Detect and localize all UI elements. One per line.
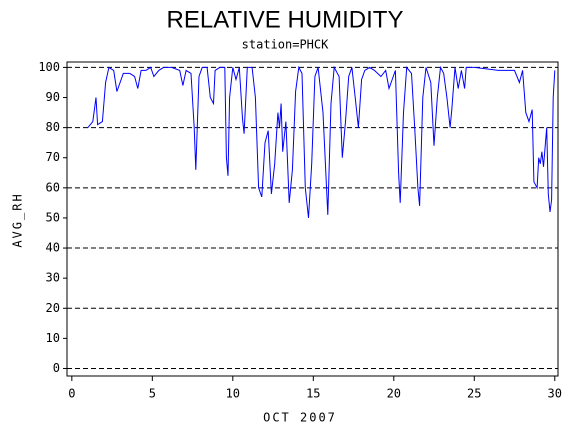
y-tick-label: 60 (46, 180, 60, 194)
chart-subtitle: station=PHCK (242, 38, 329, 52)
x-tick-label: 10 (226, 387, 240, 401)
y-tick-label: 30 (46, 271, 60, 285)
y-tick-label: 100 (38, 60, 60, 74)
x-tick-label: 20 (387, 387, 401, 401)
y-tick-label: 10 (46, 331, 60, 345)
plot-frame (66, 61, 559, 377)
chart-title: RELATIVE HUMIDITY (167, 6, 404, 33)
y-tick-label: 0 (53, 361, 60, 375)
x-tick-label: 15 (306, 387, 320, 401)
x-tick-label: 5 (149, 387, 156, 401)
x-tick-label: 30 (548, 387, 562, 401)
x-tick-label: 25 (467, 387, 481, 401)
y-tick-label: 80 (46, 120, 60, 134)
y-tick-label: 90 (46, 90, 60, 104)
x-axis-label: OCT 2007 (263, 411, 337, 425)
y-tick-label: 40 (46, 241, 60, 255)
y-tick-label: 20 (46, 301, 60, 315)
y-axis-label: AVG_RH (11, 192, 25, 247)
data-line (87, 65, 556, 218)
x-tick-label: 0 (68, 387, 75, 401)
y-tick-label: 70 (46, 150, 60, 164)
y-tick-label: 50 (46, 210, 60, 224)
